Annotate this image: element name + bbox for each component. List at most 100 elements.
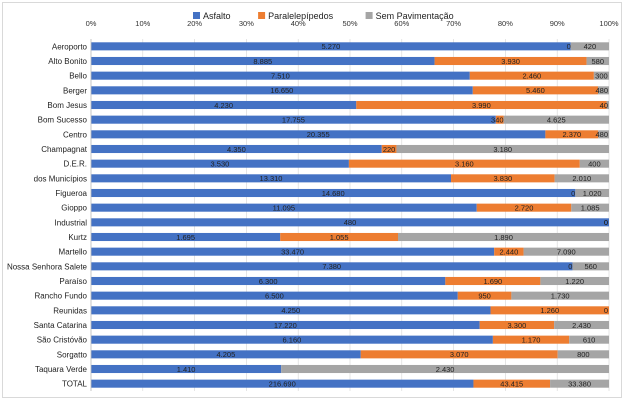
- bar-segment: [91, 174, 452, 183]
- bar-segment: [91, 159, 349, 168]
- category-label: Alto Bonito: [48, 57, 87, 66]
- category-label: dos Municípios: [34, 174, 87, 183]
- data-label: 1.020: [583, 189, 602, 198]
- data-label: 7.510: [271, 71, 290, 80]
- data-label: 420: [584, 42, 597, 51]
- data-label: 3.830: [493, 174, 512, 183]
- bar-segment: [91, 232, 281, 242]
- legend-swatch-asfalto: [193, 12, 200, 19]
- category-label: Paraíso: [59, 277, 87, 286]
- data-label: 17.755: [282, 115, 305, 124]
- data-label: 3.990: [472, 101, 491, 110]
- bar-segment: [545, 130, 599, 139]
- data-label: 216.690: [269, 379, 296, 388]
- x-tick-label: 10%: [135, 19, 150, 28]
- bar-segment: [91, 364, 282, 374]
- bar-segment: [91, 115, 496, 124]
- bar-segment: [91, 144, 382, 154]
- stacked-bar-chart: 0% 10% 20% 30% 40% 50% 60% 70% 80% 90% 100% Asfalto…: [7, 11, 619, 391]
- data-label: 5.460: [526, 86, 545, 95]
- bar-segment: [494, 247, 524, 256]
- bar-segment: [91, 379, 474, 388]
- bar-segment: [575, 188, 609, 198]
- data-label: 4.625: [547, 115, 566, 124]
- data-label: 2.430: [572, 321, 591, 330]
- bar-segment: [91, 130, 546, 139]
- bar-segment: [348, 159, 580, 168]
- data-label: 2.430: [436, 365, 455, 374]
- category-label: Centro: [63, 130, 88, 139]
- x-tick-label: 100%: [599, 19, 619, 28]
- bar-segment: [381, 144, 397, 154]
- category-label: Santa Catarina: [34, 321, 88, 330]
- data-label: 5.270: [321, 42, 340, 51]
- x-tick-label: 70%: [446, 19, 461, 28]
- category-label: Gioppo: [61, 204, 87, 213]
- data-label: 14.680: [322, 189, 345, 198]
- bar-segment: [91, 350, 361, 359]
- data-label: 950: [478, 291, 491, 300]
- data-label: 8.885: [253, 57, 272, 66]
- category-label: Kurtz: [68, 233, 87, 242]
- data-label: 3.070: [450, 350, 469, 359]
- data-label: 2.370: [562, 130, 581, 139]
- bar-segment: [570, 42, 609, 51]
- bar-segment: [586, 56, 609, 66]
- bar-segment: [479, 320, 555, 330]
- bar-segment: [473, 379, 551, 388]
- bar-segment: [91, 306, 491, 315]
- bar-segment: [597, 86, 609, 95]
- data-label: 7.090: [557, 247, 576, 256]
- data-label: 0: [604, 306, 608, 315]
- category-label: Bom Jesus: [47, 101, 87, 110]
- data-label: 0: [604, 218, 608, 227]
- data-label: 2.720: [515, 203, 534, 212]
- data-label: 33.380: [568, 379, 591, 388]
- category-label: São Cristóvão: [37, 336, 88, 345]
- data-label: 17.220: [274, 321, 297, 330]
- bar-segment: [569, 335, 609, 344]
- bar-segment: [91, 86, 473, 95]
- data-label: 400: [588, 159, 601, 168]
- data-label: 0: [571, 189, 575, 198]
- bar-segment: [492, 335, 570, 344]
- data-label: 4.350: [227, 145, 246, 154]
- data-label: 480: [595, 130, 608, 139]
- x-tick-label: 80%: [498, 19, 513, 28]
- data-label: 610: [583, 335, 596, 344]
- data-label: 43.415: [500, 379, 523, 388]
- bar-segment: [91, 335, 493, 344]
- data-label: 3.300: [508, 321, 527, 330]
- bar-segment: [540, 276, 609, 286]
- bar-segment: [490, 306, 609, 315]
- legend-swatch-paralelep-pedos: [258, 12, 266, 19]
- bar-segment: [91, 247, 495, 256]
- bar-segment: [579, 159, 609, 168]
- bar-segment: [550, 379, 609, 388]
- bar-segment: [91, 100, 357, 110]
- data-label: 1.220: [565, 277, 584, 286]
- bar-segment: [503, 115, 609, 124]
- data-label: 800: [577, 350, 590, 359]
- data-label: 3.530: [211, 159, 230, 168]
- data-label: 3.180: [493, 145, 512, 154]
- data-label: 1.055: [330, 233, 349, 242]
- data-label: 20.355: [307, 130, 330, 139]
- category-label: Nossa Senhora Salete: [7, 262, 88, 271]
- bar-segment: [434, 56, 587, 66]
- legend-label: Paralelepípedos: [268, 11, 334, 21]
- category-label: Champagnat: [41, 145, 88, 154]
- bar-segment: [91, 71, 470, 80]
- category-label: Aeroporto: [52, 42, 88, 51]
- bar-segment: [91, 276, 446, 286]
- data-label: 1.170: [522, 335, 541, 344]
- data-label: 480: [595, 86, 608, 95]
- bar-segment: [511, 291, 609, 300]
- data-label: 4.250: [281, 306, 300, 315]
- bar-segment: [280, 232, 399, 242]
- x-tick-label: 50%: [342, 19, 357, 28]
- bar-segment: [571, 203, 609, 212]
- data-label: 4.230: [214, 101, 233, 110]
- x-tick-label: 40%: [291, 19, 306, 28]
